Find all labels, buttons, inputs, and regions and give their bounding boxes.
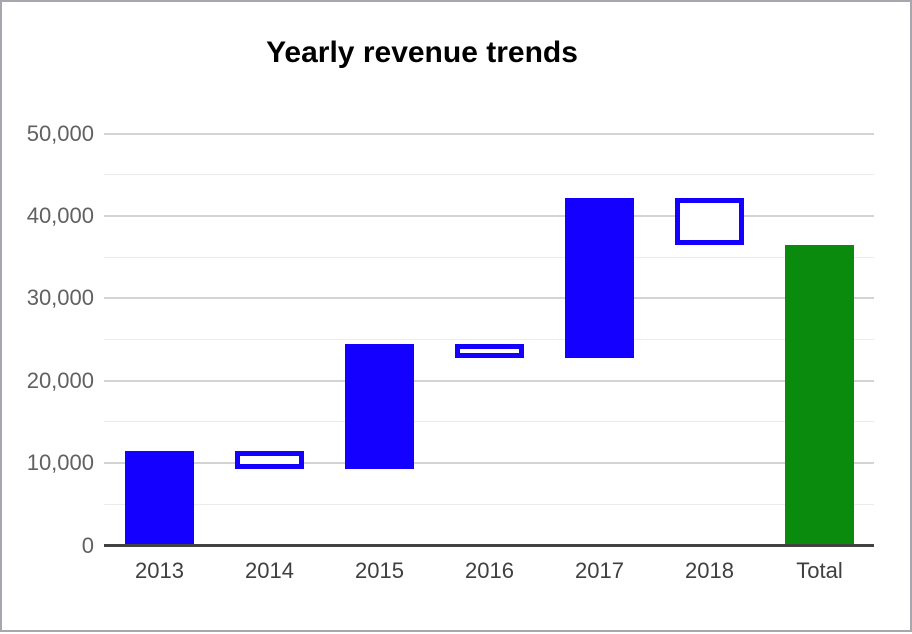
y-axis-tick-label: 10,000 [26,450,94,476]
x-axis-label-2015: 2015 [355,558,404,583]
x-axis-label-2018: 2018 [685,558,734,583]
y-axis-tick-label: 20,000 [26,367,94,393]
gridline-minor [104,421,874,423]
gridline-major [104,214,874,217]
y-axis-tick-label: 30,000 [26,285,94,311]
x-axis-baseline [104,544,874,547]
bar-2013[interactable] [125,450,194,546]
bar-2014[interactable] [235,450,304,469]
y-axis-tick-label: 40,000 [26,202,94,228]
gridline-major [104,462,874,465]
gridline-minor [104,174,874,176]
x-axis-label-2017: 2017 [575,558,624,583]
bar-2016[interactable] [455,343,524,358]
bar-2017[interactable] [565,197,634,358]
bar-2015[interactable] [345,343,414,469]
gridline-major [104,132,874,135]
chart-title: Yearly revenue trends [266,36,578,69]
bar-2018[interactable] [675,197,744,245]
gridline-minor [104,339,874,340]
bar-total[interactable] [785,244,854,546]
gridline-minor [104,256,874,258]
y-axis-tick-label: 0 [81,532,94,558]
gridline-minor [104,503,874,505]
x-axis-label-2016: 2016 [465,558,514,583]
x-axis-label-2014: 2014 [245,558,294,583]
x-axis-label-2013: 2013 [135,558,184,583]
gridline-major [104,297,874,300]
x-axis-label-total: Total [796,558,843,583]
y-axis-tick-label: 50,000 [26,120,94,146]
gridline-major [104,379,874,382]
